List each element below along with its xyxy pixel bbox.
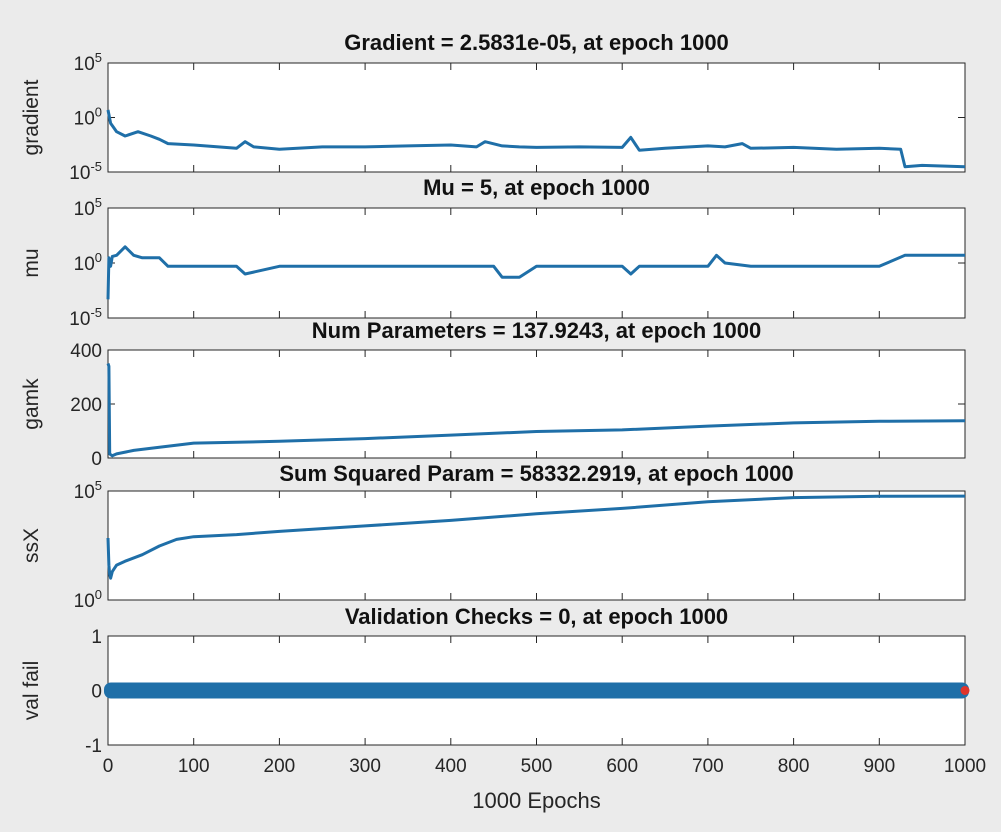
- y-axis-label: val fail: [20, 661, 43, 721]
- subplot-1: Gradient = 2.5831e-05, at epoch 1000 grad…: [20, 30, 966, 184]
- val-fail-markers: [104, 682, 969, 699]
- series-line-gradient: [106, 109, 966, 169]
- y-axis-label: mu: [20, 248, 43, 277]
- subplot-3: Num Parameters = 137.9243, at epoch 1000…: [20, 318, 966, 470]
- x-tick-label: 300: [349, 756, 381, 777]
- x-tick-label: 0: [103, 756, 114, 777]
- y-tick-label: 0: [91, 682, 102, 703]
- y-tick-label: 0: [91, 449, 102, 470]
- y-axis-label: ssX: [20, 528, 43, 563]
- y-axis-label: gradient: [20, 79, 43, 155]
- subplot-panels: Gradient = 2.5831e-05, at epoch 1000 grad…: [20, 30, 970, 757]
- x-tick-label: 100: [178, 756, 210, 777]
- y-tick-label: 100: [74, 587, 102, 612]
- y-tick-label: 105: [74, 478, 102, 503]
- series-line-gamk: [106, 363, 966, 458]
- final-epoch-marker: [960, 686, 970, 695]
- x-tick-label: 400: [435, 756, 467, 777]
- x-tick-label: 1000: [944, 756, 986, 777]
- x-tick-label: 800: [778, 756, 810, 777]
- axes-box: [107, 62, 966, 173]
- x-tick-label: 700: [692, 756, 724, 777]
- y-tick-label: 200: [70, 395, 102, 416]
- x-axis-label: 1000 Epochs: [472, 788, 600, 813]
- shared-x-axis: 0 100 200 300 400 500 600 700 800 900 1000 1000 Epo…: [103, 756, 986, 813]
- series-line-ssX: [106, 494, 966, 580]
- y-tick-label: 100: [74, 105, 102, 130]
- subplot-title: Gradient = 2.5831e-05, at epoch 1000: [344, 30, 729, 55]
- x-tick-label: 600: [606, 756, 638, 777]
- subplot-title: Mu = 5, at epoch 1000: [423, 175, 650, 200]
- axes-box: [107, 490, 966, 601]
- axes-box: [107, 207, 966, 319]
- y-tick-label: 105: [74, 195, 102, 220]
- subplot-2: Mu = 5, at epoch 1000 mu 105 100 10-5: [20, 175, 966, 330]
- y-tick-label: -1: [85, 736, 102, 757]
- subplot-5: Validation Checks = 0, at epoch 1000 val …: [20, 604, 970, 757]
- x-tick-label: 500: [521, 756, 553, 777]
- y-tick-label: 10-5: [69, 159, 102, 184]
- subplot-title: Validation Checks = 0, at epoch 1000: [345, 604, 728, 629]
- series-line-mu: [106, 245, 965, 300]
- x-tick-label: 200: [264, 756, 296, 777]
- x-tick-label: 900: [863, 756, 895, 777]
- subplot-4: Sum Squared Param = 58332.2919, at epoch…: [20, 461, 966, 612]
- y-tick-label: 1: [91, 627, 102, 648]
- y-tick-label: 105: [74, 50, 102, 75]
- subplot-title: Num Parameters = 137.9243, at epoch 1000: [312, 318, 761, 343]
- y-axis-label: gamk: [20, 378, 43, 430]
- y-tick-label: 400: [70, 341, 102, 362]
- subplot-title: Sum Squared Param = 58332.2919, at epoch…: [279, 461, 793, 486]
- y-tick-label: 100: [74, 250, 102, 275]
- y-tick-label: 10-5: [69, 305, 102, 330]
